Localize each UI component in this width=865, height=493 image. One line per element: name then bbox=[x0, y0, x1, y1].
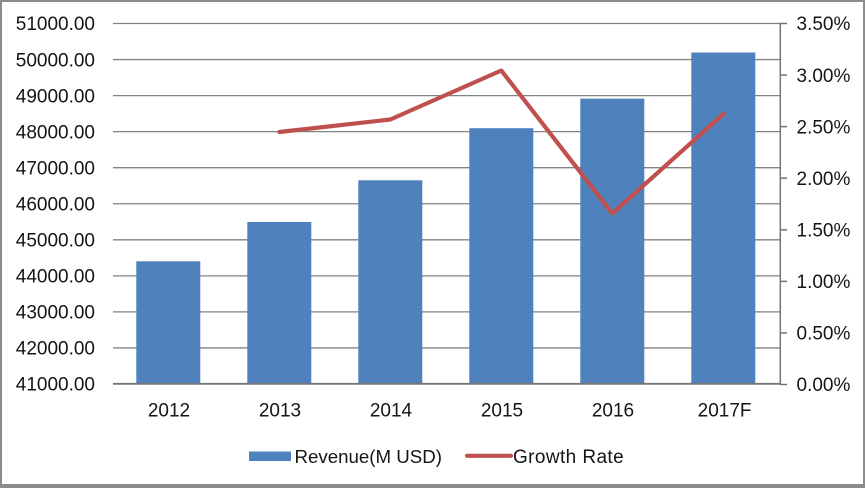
svg-text:3.00%: 3.00% bbox=[797, 66, 851, 87]
svg-text:2015: 2015 bbox=[481, 401, 523, 422]
svg-text:47000.00: 47000.00 bbox=[16, 158, 95, 179]
svg-text:51000.00: 51000.00 bbox=[16, 14, 95, 35]
svg-text:2016: 2016 bbox=[592, 401, 634, 422]
svg-text:2012: 2012 bbox=[148, 401, 190, 422]
svg-text:50000.00: 50000.00 bbox=[16, 50, 95, 71]
svg-text:46000.00: 46000.00 bbox=[16, 195, 95, 216]
svg-text:41000.00: 41000.00 bbox=[16, 375, 95, 396]
svg-text:3.50%: 3.50% bbox=[797, 14, 851, 35]
svg-text:1.00%: 1.00% bbox=[797, 272, 851, 293]
svg-text:49000.00: 49000.00 bbox=[16, 86, 95, 107]
svg-text:48000.00: 48000.00 bbox=[16, 122, 95, 143]
svg-text:2017F: 2017F bbox=[698, 401, 752, 422]
svg-text:42000.00: 42000.00 bbox=[16, 339, 95, 360]
svg-text:45000.00: 45000.00 bbox=[16, 231, 95, 252]
svg-text:0.00%: 0.00% bbox=[797, 375, 851, 396]
svg-text:Revenue(M USD): Revenue(M USD) bbox=[295, 446, 442, 467]
svg-text:2014: 2014 bbox=[370, 401, 413, 422]
svg-text:2013: 2013 bbox=[259, 401, 301, 422]
svg-text:0.50%: 0.50% bbox=[797, 324, 851, 345]
svg-text:2.00%: 2.00% bbox=[797, 169, 851, 190]
svg-text:43000.00: 43000.00 bbox=[16, 303, 95, 324]
svg-text:2.50%: 2.50% bbox=[797, 117, 851, 138]
svg-text:Growth Rate: Growth Rate bbox=[513, 447, 624, 468]
svg-text:1.50%: 1.50% bbox=[797, 221, 851, 242]
svg-text:44000.00: 44000.00 bbox=[16, 267, 95, 288]
